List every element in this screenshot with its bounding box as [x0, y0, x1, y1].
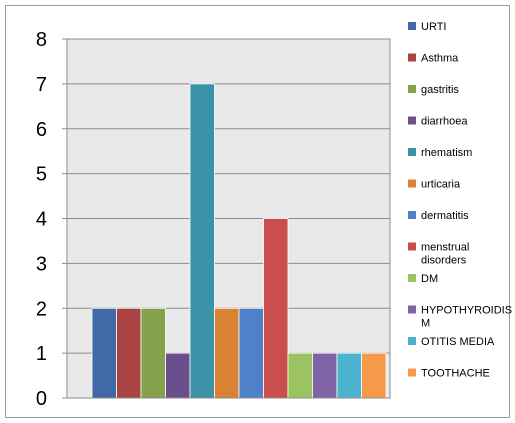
legend-swatch — [408, 368, 416, 377]
legend-label: Asthma — [421, 53, 459, 65]
legend-label: diarrhoea — [421, 116, 468, 128]
legend-label: M — [421, 318, 430, 330]
y-tick-label: 0 — [36, 388, 47, 410]
legend-swatch — [408, 148, 416, 156]
y-tick-label: 1 — [36, 343, 47, 365]
legend-label: menstrual — [421, 242, 469, 254]
legend-label: gastritis — [421, 84, 459, 96]
legend-label: urticaria — [421, 179, 461, 191]
legend-swatch — [408, 337, 416, 345]
legend-swatch — [408, 22, 416, 30]
legend-label: disorders — [421, 255, 467, 267]
legend-label: rhematism — [421, 147, 472, 159]
y-tick-label: 2 — [36, 298, 47, 320]
legend-label: dermatitis — [421, 210, 469, 222]
bar-otitis-media — [336, 352, 362, 399]
legend-label: TOOTHACHE — [421, 368, 490, 380]
legend-label: DM — [421, 273, 438, 285]
bar-toothache — [361, 352, 387, 399]
y-tick-label: 4 — [36, 209, 47, 231]
legend-label: URTI — [421, 21, 446, 33]
legend-swatch — [408, 116, 416, 125]
bar-urticaria — [214, 307, 240, 399]
bar-hypothyroidism — [312, 352, 338, 399]
legend-label: HYPOTHYROIDIS — [421, 305, 512, 317]
y-tick-label: 3 — [36, 253, 47, 275]
bar-asthma — [116, 307, 142, 399]
bar-urti — [91, 307, 117, 399]
legend-swatch — [408, 211, 416, 219]
legend-label: OTITIS MEDIA — [421, 336, 495, 348]
legend-swatch — [408, 53, 416, 62]
legend-swatch — [408, 305, 416, 314]
bar-dm — [287, 352, 313, 399]
bar-diarrhoea — [165, 352, 191, 399]
legend-swatch — [408, 274, 416, 282]
bar-gastritis — [140, 307, 166, 399]
y-tick-label: 5 — [36, 164, 47, 186]
y-tick-label: 6 — [36, 119, 47, 141]
y-tick-label: 7 — [36, 74, 47, 96]
y-tick-label: 8 — [36, 29, 47, 51]
bar-dermatitis — [238, 307, 264, 399]
bar-rhematism — [189, 83, 215, 399]
legend-swatch — [408, 242, 416, 251]
legend-swatch — [408, 85, 416, 93]
legend-swatch — [408, 179, 416, 188]
bar-menstrual-disorders — [263, 218, 289, 399]
